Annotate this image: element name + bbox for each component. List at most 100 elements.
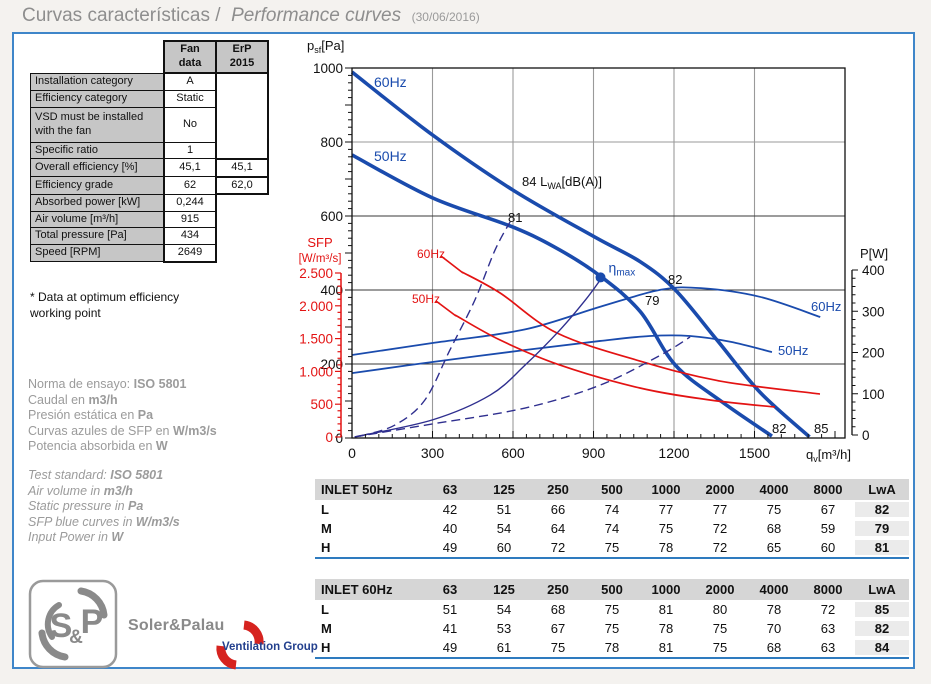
fan-row-label: Efficiency category [30, 89, 165, 108]
optimum-footnote: * Data at optimum efficiency working poi… [30, 290, 180, 320]
inlet-data-row: M 41 53 67 75 78 75 70 63 82 [315, 619, 909, 638]
spl-value: 75 [766, 502, 782, 517]
fan-row-label: VSD must be installed with the fan [30, 106, 165, 143]
chart-annotation: 84 LWA[dB(A)] [522, 174, 602, 191]
chart-annotation: 50Hz [374, 148, 407, 164]
power-tick-label: 0 [862, 428, 870, 443]
spl-value: 72 [712, 521, 728, 536]
spl-value: 70 [766, 621, 782, 636]
chart-annotation: 82 [668, 272, 682, 287]
inlet-60hz-table: INLET 60Hz 63 125 250 500 1000 2000 4000 8000 LwA… [315, 579, 909, 659]
inlet-data-row: L 42 51 66 74 77 77 75 67 82 [315, 500, 909, 519]
erp-row-value: 62,0 [215, 175, 269, 196]
logo-block: S & P Soler&Palau Ventilation Group [28, 579, 318, 671]
power-tick-label: 400 [862, 263, 885, 278]
curve-sfp-50hz [454, 314, 775, 408]
freq-band-header: 8000 [813, 582, 843, 597]
erp-col-header: ErP 2015 [215, 40, 269, 74]
pressure-tick-label: 800 [320, 135, 343, 150]
title-en: Performance curves [231, 5, 402, 26]
lwa-value: 82 [855, 502, 909, 517]
chart-annotation: 60Hz [811, 299, 841, 314]
power-tick-label: 100 [862, 387, 885, 402]
fan-row-value: 62 [163, 176, 217, 195]
fan-data-col-header: Fan data [163, 40, 217, 74]
fan-table-row: Total pressure [Pa] 434 [30, 227, 269, 245]
fan-table-row: Speed [RPM] 2649 [30, 243, 269, 263]
curve-system-m [354, 277, 603, 438]
power-axis-title: P[W] [860, 246, 888, 261]
row-label: H [321, 540, 331, 555]
freq-band-header: 500 [601, 482, 623, 497]
spl-value: 68 [766, 640, 782, 655]
note-line: Presión estática en Pa [28, 408, 154, 422]
inlet-data-row: M 40 54 64 74 75 72 68 59 79 [315, 519, 909, 538]
sfp-axis-title: SFP [307, 235, 332, 250]
curve-pressure-60hz [350, 70, 811, 439]
lwa-value: 84 [855, 640, 909, 655]
spl-value: 49 [442, 640, 458, 655]
flow-tick-label: 300 [421, 445, 445, 461]
freq-band-header: 125 [493, 482, 515, 497]
spl-value: 81 [658, 602, 674, 617]
fan-table-row: Air volume [m³/h] 915 [30, 210, 269, 229]
flow-tick-label: 1500 [739, 445, 770, 461]
chart-annotation: 85 [814, 421, 828, 436]
spl-value: 78 [604, 640, 620, 655]
sfp-tick-label: 1.500 [299, 332, 333, 347]
pressure-tick-label: 400 [320, 283, 343, 298]
row-label: M [321, 521, 332, 536]
curve-power-60hz [351, 286, 821, 356]
freq-band-header: 250 [547, 482, 569, 497]
row-label: H [321, 640, 331, 655]
curve-sfp-60hz [461, 271, 821, 395]
fan-row-label: Absorbed power [kW] [30, 193, 165, 212]
pressure-tick-label: 0 [335, 431, 343, 446]
freq-band-header: 4000 [759, 482, 789, 497]
fan-row-label: Efficiency grade [30, 176, 165, 195]
title-es: Curvas características / [22, 5, 221, 26]
freq-band-header: 63 [442, 482, 458, 497]
curve-power-50hz [351, 334, 773, 375]
title-date: (30/06/2016) [411, 10, 480, 24]
row-label: M [321, 621, 332, 636]
freq-band-header: 63 [442, 582, 458, 597]
freq-band-header: 250 [547, 582, 569, 597]
row-label: L [321, 602, 329, 617]
spl-value: 51 [496, 502, 512, 517]
spl-value: 60 [496, 540, 512, 555]
fan-table-row: Efficiency grade 62 62,0 [30, 175, 269, 196]
freq-band-header: 1000 [651, 482, 681, 497]
chart-annotation: 50Hz [412, 292, 440, 306]
brand-name: Soler&Palau [128, 617, 225, 634]
flow-tick-label: 1200 [658, 445, 689, 461]
flow-tick-label: 600 [501, 445, 525, 461]
note-line: Input Power in W [28, 530, 124, 544]
pressure-tick-label: 1000 [313, 61, 343, 76]
chart-annotation: 81 [508, 210, 522, 225]
freq-band-header: 1000 [651, 582, 681, 597]
freq-band-header: 2000 [705, 482, 735, 497]
chart-annotation: 82 [772, 421, 786, 436]
fan-row-value: 1 [163, 141, 217, 160]
fan-table-row: Installation category A [30, 71, 269, 160]
spl-value: 75 [712, 640, 728, 655]
lwa-value: 79 [855, 521, 909, 536]
sp-monogram-s: S [50, 607, 73, 645]
spl-value: 51 [442, 602, 458, 617]
fan-row-label: Air volume [m³/h] [30, 210, 165, 229]
lwa-value: 82 [855, 621, 909, 636]
fan-table-row: VSD must be installed with the fan No [30, 106, 269, 143]
inlet-header-row: INLET 60Hz 63 125 250 500 1000 2000 4000 8000 LwA [315, 579, 909, 600]
spl-value: 61 [496, 640, 512, 655]
flow-axis-title: qv[m³/h] [806, 447, 851, 464]
inlet-50hz-table: INLET 50Hz 63 125 250 500 1000 2000 4000 8000 LwA… [315, 479, 909, 559]
optimum-point-marker [595, 272, 606, 283]
chart-annotation: 60Hz [374, 74, 407, 90]
pressure-tick-label: 200 [320, 357, 343, 372]
spl-value: 74 [604, 521, 620, 536]
fan-row-value: Static [163, 89, 217, 108]
freq-band-header: 500 [601, 582, 623, 597]
spl-value: 63 [820, 640, 836, 655]
